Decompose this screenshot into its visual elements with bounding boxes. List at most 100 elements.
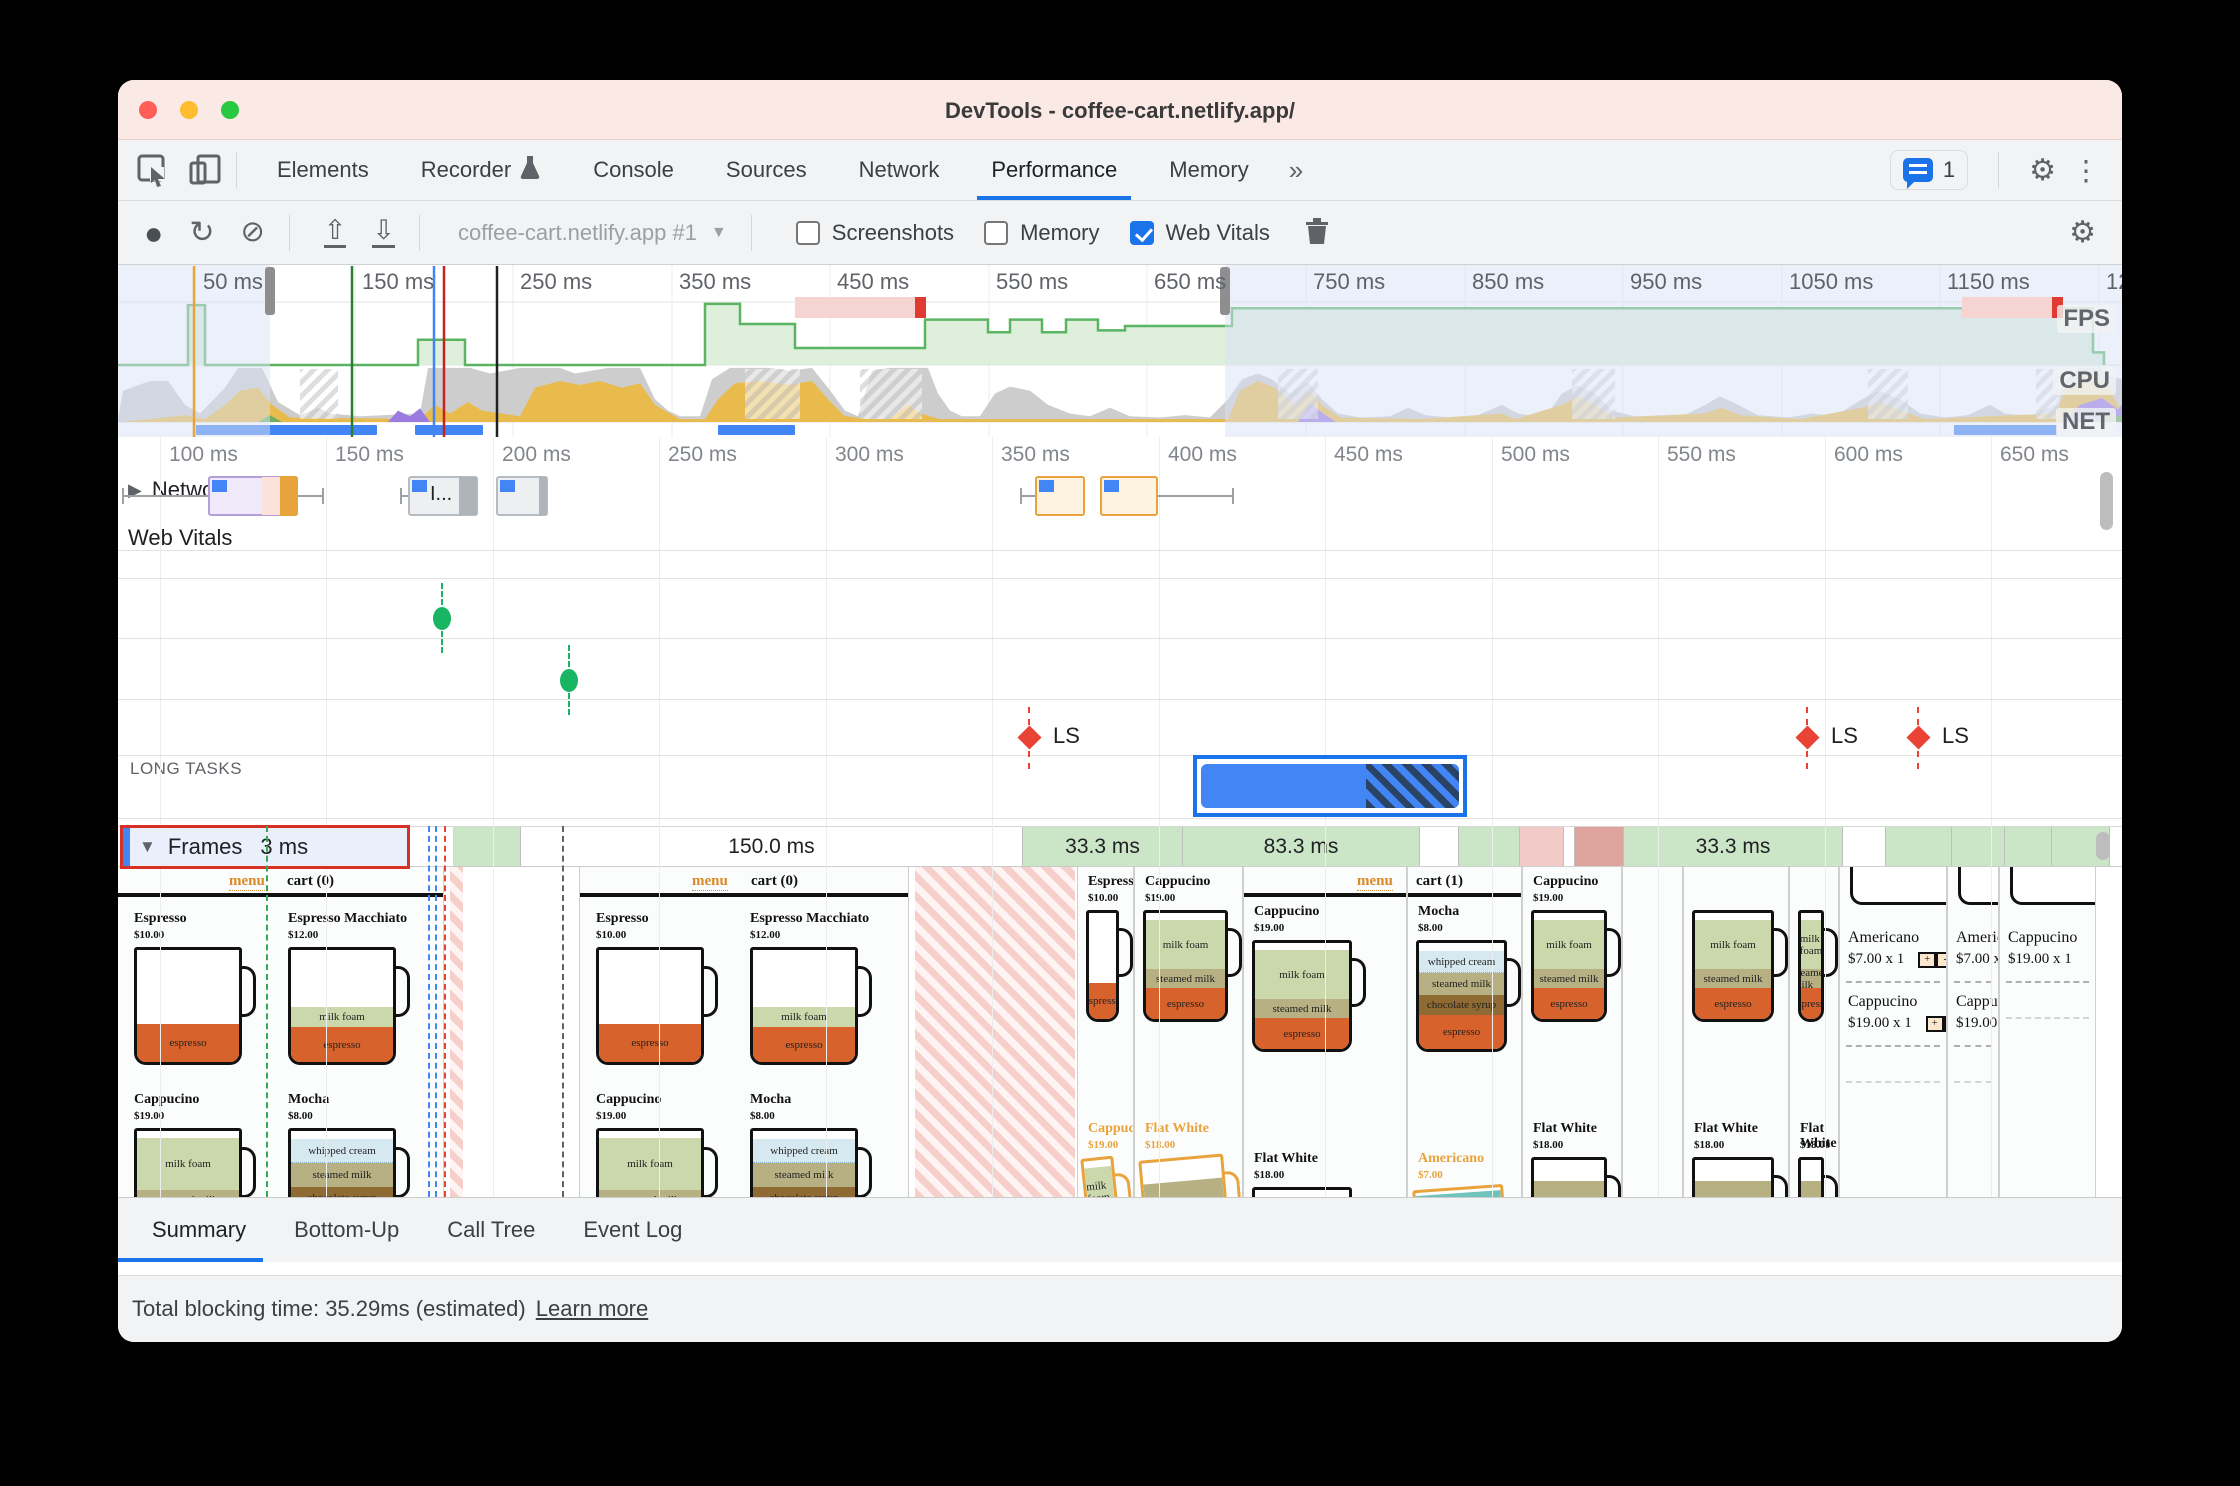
checkbox-unchecked-icon[interactable] (984, 220, 1009, 245)
checkbox-unchecked-icon[interactable] (795, 220, 820, 245)
frame-duration-segment[interactable] (1564, 827, 1575, 866)
frame-duration-segment[interactable]: 83.3 ms (1183, 827, 1420, 866)
selection-handle[interactable] (1220, 267, 1230, 315)
frame-duration-segment[interactable] (1575, 827, 1624, 866)
bottom-tab-bottom-up[interactable]: Bottom-Up (294, 1217, 400, 1242)
save-profile-icon[interactable]: ⇩ (372, 217, 396, 248)
frames-track[interactable]: ▼ Frames 3 ms 150.0 ms 33.3 ms 83.3 ms 33.3… (118, 825, 2122, 869)
expand-triangle-icon[interactable]: ▶ (128, 479, 142, 500)
frame-duration-segment[interactable] (453, 827, 521, 866)
tab-console[interactable]: Console (593, 157, 674, 182)
checkbox-web-vitals[interactable]: Web Vitals (1129, 220, 1270, 246)
frame-duration-segment[interactable]: 33.3 ms (1624, 827, 1843, 866)
layout-shift-marker[interactable] (1795, 725, 1820, 750)
filmstrip-frame[interactable]: Cappucino $19.00 x 1 (1999, 866, 2096, 1197)
overview-tracks-chart[interactable] (118, 265, 2122, 437)
recording-session-select[interactable]: coffee-cart.netlify.app #1 (458, 219, 697, 245)
filmstrip-frame[interactable]: Espresso $10.00 espresso Cappucino $19.00 mil… (1077, 866, 1134, 1197)
tab-sources[interactable]: Sources (725, 157, 807, 182)
bottom-tab-call-tree[interactable]: Call Tree (447, 1217, 536, 1242)
frame-duration-segment[interactable] (1459, 827, 1520, 866)
cart-list-item[interactable]: Cappucino $19.00 x 1+- (1848, 993, 1946, 1032)
load-profile-icon[interactable]: ⇧ (323, 217, 347, 248)
stepper-plus-button[interactable]: + (1918, 951, 1937, 968)
web-vital-good-marker[interactable] (433, 607, 451, 630)
garbage-collect-icon[interactable] (1304, 215, 1330, 251)
network-request[interactable] (1100, 476, 1158, 516)
minimize-window-button[interactable] (180, 101, 198, 119)
app-cart-link[interactable]: cart (0) (287, 873, 335, 889)
device-toolbar-icon[interactable] (188, 153, 222, 187)
tab-recorder[interactable]: Recorder (395, 140, 567, 200)
frame-duration-segment[interactable]: 33.3 ms (1023, 827, 1183, 866)
zoom-window-button[interactable] (221, 101, 239, 119)
frame-duration-segment[interactable] (1520, 827, 1564, 866)
web-vitals-track-label[interactable]: Web Vitals (128, 525, 233, 550)
frame-duration-segment[interactable] (2005, 827, 2052, 866)
frame-duration-segment[interactable]: 150.0 ms (521, 827, 1023, 866)
frame-duration-segment[interactable] (1886, 827, 1952, 866)
tab-network[interactable]: Network (858, 157, 940, 182)
inspect-element-icon[interactable] (136, 153, 170, 187)
tab-memory[interactable]: Memory (1169, 157, 1249, 182)
bottom-tab-event-log[interactable]: Event Log (583, 1217, 683, 1242)
feedback-badge[interactable]: 1 (1889, 150, 1969, 190)
vertical-scrollbar-thumb[interactable] (2100, 472, 2113, 530)
checkbox-screenshots[interactable]: Screenshots (795, 220, 954, 246)
stepper-minus-button[interactable]: - (1936, 951, 1946, 968)
checkbox-checked-icon[interactable] (1129, 220, 1154, 245)
tab-elements[interactable]: Elements (277, 157, 369, 182)
selection-handle[interactable] (265, 267, 275, 315)
reload-and-record-button[interactable]: ↻ (189, 215, 215, 249)
stepper-plus-button[interactable]: + (1925, 1015, 1944, 1032)
tab-performance[interactable]: Performance (965, 140, 1143, 200)
menu-dots-icon[interactable]: ⋮ (2072, 154, 2100, 186)
web-vital-good-marker[interactable] (560, 669, 578, 692)
collapse-triangle-icon[interactable]: ▼ (139, 837, 156, 856)
cart-list-item[interactable]: Americano $7.00 x 1 (1956, 929, 1998, 968)
bottom-tab-summary[interactable]: Summary (152, 1217, 247, 1242)
frame-duration-segment[interactable] (1420, 827, 1459, 866)
filmstrip-frame[interactable]: cart (1) Mocha $8.00 whipped cream steamed m… (1407, 866, 1522, 1197)
long-tasks-track-label[interactable]: LONG TASKS (130, 759, 243, 778)
frame-duration-segment[interactable] (1843, 827, 1886, 866)
app-menu-link[interactable]: menu (229, 873, 265, 891)
network-request[interactable]: I... (408, 476, 478, 516)
long-task-bar[interactable] (1193, 755, 1467, 817)
app-menu-link[interactable]: menu (1357, 873, 1393, 891)
cart-list-item[interactable]: Cappucino $19.00 x 1 (1956, 993, 1998, 1032)
filmstrip-frame[interactable]: Cappucino $19.00 milk foam steamed milk espr… (1134, 866, 1243, 1197)
quantity-stepper[interactable]: +- (1925, 1015, 1946, 1032)
learn-more-link[interactable]: Learn more (535, 1296, 649, 1321)
horizontal-scrollbar-track[interactable] (118, 1262, 2122, 1276)
filmstrip-frame[interactable]: Americano $7.00 x 1+- Cappucino $19.00 x 1+… (1839, 866, 1947, 1197)
chevron-down-icon[interactable]: ▼ (710, 223, 727, 241)
settings-gear-icon[interactable]: ⚙ (2029, 153, 2056, 187)
app-cart-link[interactable]: cart (0) (751, 873, 799, 889)
more-tabs-button[interactable]: » (1288, 154, 1304, 185)
frames-track-header[interactable]: ▼ Frames 3 ms (120, 825, 410, 869)
filmstrip-frame[interactable]: Cappucino $19.00 milk foam steamed milk espr… (1522, 866, 1622, 1197)
quantity-stepper[interactable]: +- (1918, 951, 1946, 968)
app-cart-link[interactable]: cart (1) (1416, 873, 1464, 889)
network-request[interactable] (208, 476, 298, 516)
network-request[interactable] (1035, 476, 1085, 516)
record-button[interactable]: ● (144, 214, 164, 251)
layout-shift-marker[interactable] (1906, 725, 1931, 750)
filmstrip-frame[interactable]: Americano $7.00 x 1 Cappucino $19.00 x 1 (1947, 866, 1999, 1197)
app-menu-link[interactable]: menu (692, 873, 728, 891)
close-window-button[interactable] (139, 101, 157, 119)
network-request[interactable] (496, 476, 548, 516)
frame-duration-segment[interactable] (1952, 827, 2005, 866)
checkbox-memory[interactable]: Memory (984, 220, 1100, 246)
clear-recording-button[interactable]: ⊘ (240, 216, 265, 248)
cart-list-item[interactable]: Americano $7.00 x 1+- (1848, 929, 1946, 968)
frames-scrollbar-thumb[interactable] (2096, 832, 2110, 860)
layout-shift-marker[interactable] (1017, 725, 1042, 750)
cart-list-item[interactable]: Cappucino $19.00 x 1 (2008, 929, 2095, 968)
